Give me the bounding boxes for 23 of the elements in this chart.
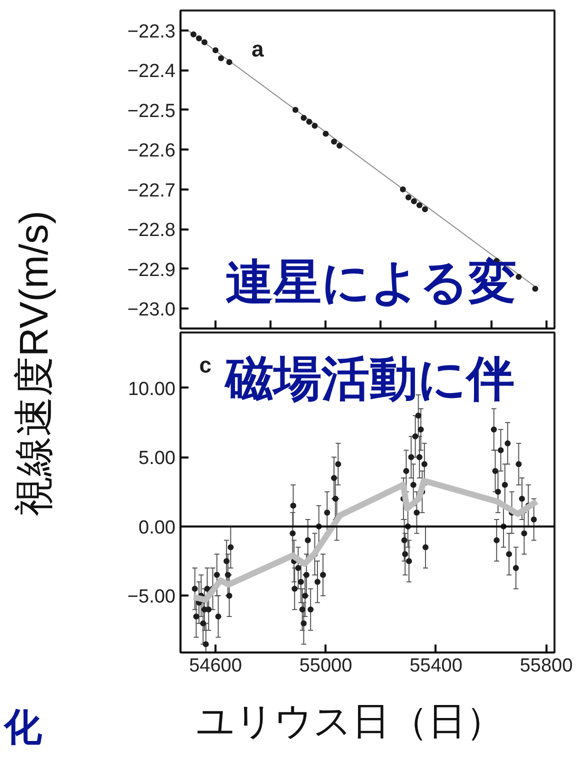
- y-tick-label: −23.0: [127, 300, 176, 321]
- y-tick-label: −22.9: [127, 260, 176, 281]
- x-tick-label: 54600: [189, 656, 242, 676]
- y-tick-label: −22.7: [127, 180, 176, 202]
- x-axis-title: ユリウス日（日）: [195, 701, 505, 744]
- y-tick-label: −22.3: [127, 21, 176, 42]
- annotation: 連星による変: [225, 256, 516, 310]
- y-tick-label: 10.00: [128, 378, 176, 400]
- y-tick-label: −22.4: [127, 61, 176, 82]
- y-tick-label: −22.8: [127, 220, 176, 242]
- text: 化: [4, 706, 43, 751]
- y-axis-title: 視線速度RV(m/s): [12, 210, 56, 517]
- y-tick-label: −5.00: [127, 586, 176, 608]
- y-tick-label: 0.00: [138, 517, 176, 538]
- y-tick-label: 5.00: [138, 448, 176, 470]
- annotation: 磁場活動に伴: [223, 353, 514, 406]
- annotation: a: [252, 36, 265, 62]
- x-tick-label: 55000: [299, 656, 352, 676]
- y-tick-label: −22.6: [127, 140, 176, 162]
- x-tick-label: 55400: [410, 656, 462, 676]
- y-tick-label: −22.5: [127, 100, 176, 122]
- x-tick-label: 55800: [520, 656, 573, 676]
- annotation: c: [199, 352, 212, 378]
